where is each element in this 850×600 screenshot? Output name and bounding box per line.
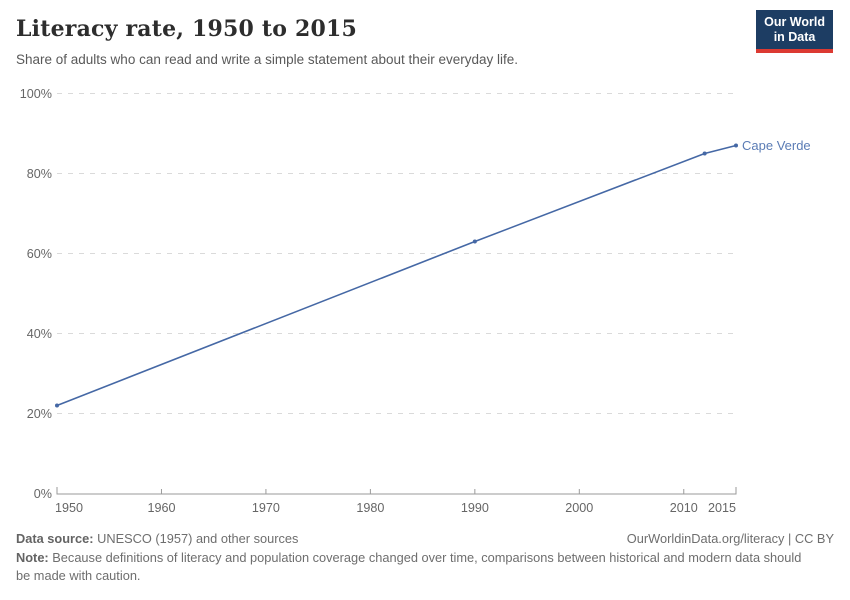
x-axis-tick-label: 1990: [460, 501, 489, 515]
owid-logo-line1: Our World: [764, 15, 825, 29]
x-axis-tick-label: 2015: [707, 501, 737, 515]
license-link[interactable]: OurWorldinData.org/literacy | CC BY: [626, 531, 834, 546]
x-axis-tick-label: 1980: [356, 501, 385, 515]
data-point[interactable]: [55, 403, 59, 408]
series-label-cape-verde[interactable]: Cape Verde: [742, 137, 811, 153]
x-axis-tick-label: 1950: [54, 501, 84, 515]
chart-subtitle: Share of adults who can read and write a…: [16, 52, 519, 67]
owid-logo[interactable]: Our World in Data: [756, 10, 833, 53]
y-axis-tick-label: 20%: [26, 406, 52, 421]
chart-title: Literacy rate, 1950 to 2015: [16, 16, 358, 42]
data-line[interactable]: [56, 144, 737, 407]
x-axis-tick-label: 2000: [565, 501, 594, 515]
data-source-text: Data source: UNESCO (1957) and other sou…: [16, 531, 299, 546]
chart-note: Note: Because definitions of literacy an…: [16, 550, 802, 583]
owid-logo-line2: in Data: [773, 30, 816, 44]
y-axis-tick-label: 0%: [33, 486, 52, 501]
y-axis-tick-label: 100%: [19, 86, 52, 101]
y-axis-tick-label: 80%: [26, 166, 52, 181]
data-point[interactable]: [702, 151, 707, 156]
data-point[interactable]: [734, 143, 738, 148]
y-axis-tick-label: 40%: [26, 326, 52, 341]
y-axis-tick-label: 60%: [26, 246, 52, 261]
x-axis-tick-label: 2010: [669, 501, 698, 515]
x-axis-tick-label: 1960: [147, 501, 176, 515]
note-label: Note:: [16, 550, 49, 565]
x-axis-tick-label: 1970: [251, 501, 280, 515]
data-source-label: Data source:: [16, 531, 94, 546]
data-point[interactable]: [472, 239, 477, 244]
